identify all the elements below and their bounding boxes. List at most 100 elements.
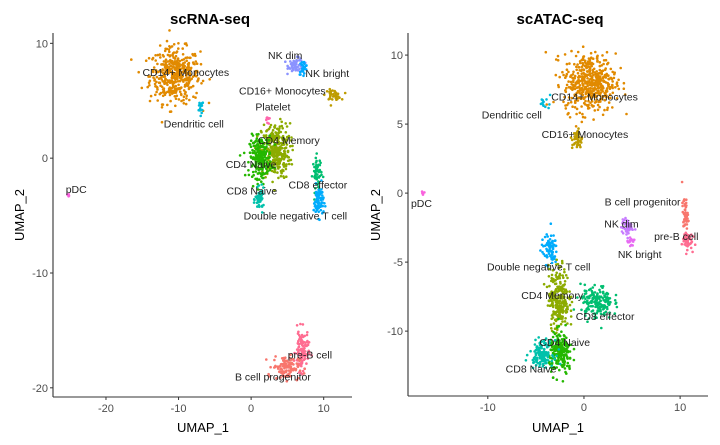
data-point xyxy=(555,263,558,266)
data-point xyxy=(287,361,290,364)
data-point xyxy=(558,307,562,311)
data-point xyxy=(200,104,204,107)
data-point xyxy=(255,167,258,170)
cluster-label: Double negative T cell xyxy=(244,211,348,223)
data-point xyxy=(575,65,578,69)
data-point xyxy=(611,91,615,95)
data-point xyxy=(689,241,693,245)
data-point xyxy=(284,167,288,171)
data-point xyxy=(551,335,555,339)
data-point xyxy=(600,285,603,288)
data-point xyxy=(325,90,329,93)
data-point xyxy=(573,62,576,66)
data-point xyxy=(541,365,545,368)
data-point xyxy=(550,276,553,280)
data-point xyxy=(276,134,280,137)
data-point xyxy=(583,64,587,68)
data-point xyxy=(593,291,597,294)
data-point xyxy=(281,364,285,368)
data-point xyxy=(561,274,564,277)
data-point xyxy=(291,144,294,148)
x-tick-label: -10 xyxy=(171,403,187,415)
data-point xyxy=(577,132,581,135)
data-point xyxy=(596,309,599,312)
data-point xyxy=(568,364,571,368)
data-point xyxy=(594,302,597,306)
data-point xyxy=(595,78,598,81)
data-point xyxy=(565,347,568,351)
data-point xyxy=(163,80,166,83)
data-point xyxy=(551,376,555,380)
data-point xyxy=(564,353,567,356)
data-point xyxy=(581,88,584,92)
data-point xyxy=(193,74,197,77)
data-point xyxy=(564,340,568,344)
data-point xyxy=(67,195,70,198)
data-point xyxy=(623,93,627,96)
data-point xyxy=(571,76,574,80)
data-point xyxy=(595,73,598,76)
data-point xyxy=(158,44,162,47)
cluster-cd8-effector xyxy=(572,282,619,330)
data-point xyxy=(561,261,564,265)
data-point xyxy=(592,93,595,96)
data-point xyxy=(567,111,570,115)
data-point xyxy=(249,139,253,142)
data-point xyxy=(603,80,606,83)
data-point xyxy=(549,370,553,373)
data-point xyxy=(192,95,195,98)
data-point xyxy=(544,366,548,369)
data-point xyxy=(557,310,561,313)
data-point xyxy=(585,70,589,73)
data-point xyxy=(271,160,275,164)
data-point xyxy=(318,168,322,172)
data-point xyxy=(689,246,693,250)
data-point xyxy=(268,134,271,137)
data-point xyxy=(182,89,186,92)
data-point xyxy=(285,175,288,178)
data-point xyxy=(320,188,323,191)
data-point xyxy=(598,64,602,68)
data-point xyxy=(608,311,611,315)
data-point xyxy=(598,288,601,292)
data-point xyxy=(277,142,281,146)
data-point xyxy=(621,232,625,235)
data-point xyxy=(334,91,337,95)
data-point xyxy=(183,85,187,88)
cluster-cd4-memory xyxy=(253,117,295,192)
data-point xyxy=(566,296,570,299)
data-point xyxy=(685,198,688,201)
data-point xyxy=(252,173,255,177)
data-point xyxy=(586,320,589,324)
data-point xyxy=(174,54,178,58)
data-point xyxy=(260,167,264,170)
data-point xyxy=(296,376,300,380)
data-point xyxy=(683,208,687,212)
data-point xyxy=(168,86,172,89)
data-point xyxy=(320,170,323,174)
data-point xyxy=(253,151,257,155)
data-point xyxy=(572,70,575,74)
data-point xyxy=(149,94,153,98)
data-point xyxy=(172,51,175,55)
data-point xyxy=(251,170,255,174)
data-point xyxy=(162,91,166,94)
data-point xyxy=(590,310,593,313)
data-point xyxy=(312,162,315,166)
cluster-label: CD14+ Monocytes xyxy=(142,67,229,79)
data-point xyxy=(179,67,182,71)
data-point xyxy=(590,289,594,293)
data-point xyxy=(315,152,319,155)
data-point xyxy=(287,134,291,138)
cluster-label: CD8 effector xyxy=(576,311,635,323)
data-point xyxy=(162,74,166,77)
data-point xyxy=(332,94,336,98)
data-point xyxy=(680,180,684,184)
data-point xyxy=(599,84,603,87)
data-point xyxy=(257,155,261,159)
data-point xyxy=(285,125,289,128)
data-point xyxy=(565,336,568,340)
data-point xyxy=(164,58,168,61)
data-point xyxy=(577,66,580,69)
data-point xyxy=(560,330,563,334)
